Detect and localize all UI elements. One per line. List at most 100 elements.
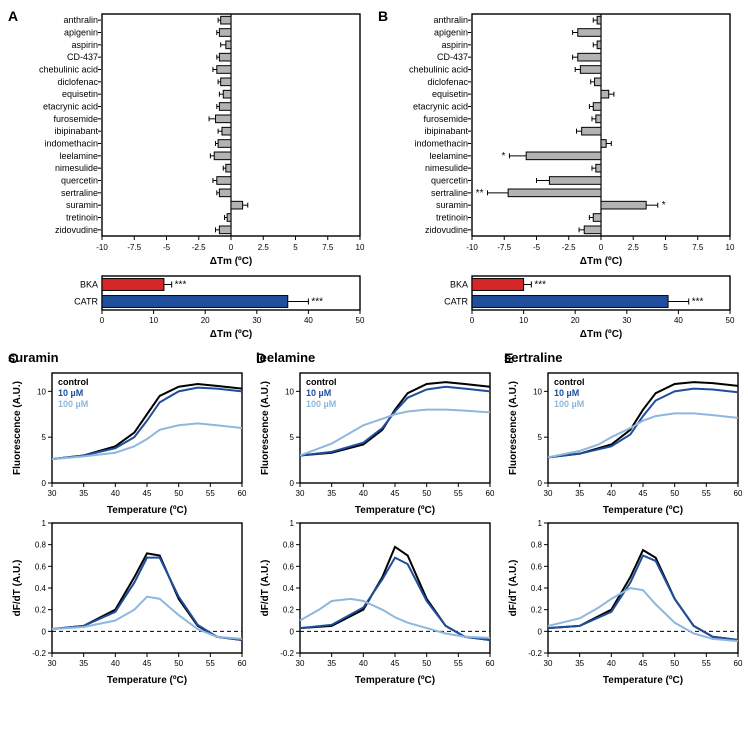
svg-text:etacrynic acid: etacrynic acid — [43, 102, 98, 112]
svg-text:0: 0 — [599, 243, 604, 252]
panel-c-deriv: 30354045505560-0.200.20.40.60.81Temperat… — [8, 517, 248, 687]
svg-text:-7.5: -7.5 — [497, 243, 511, 252]
svg-text:60: 60 — [486, 659, 495, 668]
svg-text:20: 20 — [571, 316, 580, 325]
svg-text:dF/dT (A.U.): dF/dT (A.U.) — [508, 560, 519, 617]
svg-text:10: 10 — [149, 316, 158, 325]
svg-text:50: 50 — [422, 659, 431, 668]
svg-text:aspirin: aspirin — [441, 40, 468, 50]
svg-text:Temperature (ºC): Temperature (ºC) — [107, 675, 187, 686]
svg-text:45: 45 — [391, 659, 400, 668]
svg-text:tretinoin: tretinoin — [436, 213, 468, 223]
svg-text:0: 0 — [538, 479, 543, 488]
svg-text:dF/dT (A.U.): dF/dT (A.U.) — [12, 560, 23, 617]
svg-text:0: 0 — [290, 479, 295, 488]
svg-text:30: 30 — [48, 489, 57, 498]
svg-text:7.5: 7.5 — [692, 243, 704, 252]
svg-text:2.5: 2.5 — [628, 243, 640, 252]
svg-text:0.6: 0.6 — [283, 562, 295, 571]
svg-text:BKA: BKA — [450, 280, 468, 290]
svg-text:**: ** — [476, 188, 484, 199]
svg-text:-7.5: -7.5 — [127, 243, 141, 252]
svg-text:10: 10 — [519, 316, 528, 325]
svg-text:30: 30 — [544, 659, 553, 668]
svg-text:0: 0 — [229, 243, 234, 252]
svg-text:-5: -5 — [163, 243, 171, 252]
svg-text:40: 40 — [304, 316, 313, 325]
svg-text:35: 35 — [575, 659, 584, 668]
svg-text:0.4: 0.4 — [283, 584, 295, 593]
svg-text:5: 5 — [42, 433, 47, 442]
bottom-row: C suramin 303540455055600510Temperature … — [8, 350, 740, 687]
svg-text:-5: -5 — [533, 243, 541, 252]
svg-text:45: 45 — [143, 489, 152, 498]
svg-text:CD-437: CD-437 — [67, 52, 98, 62]
svg-text:60: 60 — [238, 489, 247, 498]
svg-text:control: control — [306, 377, 337, 387]
svg-text:dF/dT (A.U.): dF/dT (A.U.) — [260, 560, 271, 617]
panel-b-label: B — [378, 8, 388, 24]
svg-text:Fluorescence (A.U.): Fluorescence (A.U.) — [508, 381, 519, 475]
panel-a-label: A — [8, 8, 18, 24]
svg-text:equisetin: equisetin — [432, 89, 468, 99]
svg-text:0.4: 0.4 — [35, 584, 47, 593]
svg-text:CATR: CATR — [74, 297, 98, 307]
svg-text:1: 1 — [538, 519, 543, 528]
panel-e-title: sertraline — [504, 350, 744, 365]
svg-text:tretinoin: tretinoin — [66, 213, 98, 223]
svg-text:40: 40 — [111, 659, 120, 668]
controls-row: 01020304050ΔTm (ºC)BKA***CATR*** 0102030… — [8, 272, 740, 340]
svg-text:-2.5: -2.5 — [562, 243, 576, 252]
svg-text:Temperature (ºC): Temperature (ºC) — [107, 505, 187, 516]
svg-text:diclofenac: diclofenac — [57, 77, 98, 87]
svg-text:*: * — [662, 200, 666, 211]
svg-text:40: 40 — [111, 489, 120, 498]
svg-text:leelamine: leelamine — [429, 151, 468, 161]
panel-e-fluor: 303540455055600510Temperature (ºC)Fluore… — [504, 367, 744, 517]
svg-text:0.2: 0.2 — [283, 606, 295, 615]
svg-text:45: 45 — [391, 489, 400, 498]
svg-text:BKA: BKA — [80, 280, 98, 290]
svg-text:35: 35 — [327, 489, 336, 498]
svg-text:45: 45 — [639, 489, 648, 498]
svg-text:1: 1 — [290, 519, 295, 528]
svg-text:CD-437: CD-437 — [437, 52, 468, 62]
svg-text:0.8: 0.8 — [35, 541, 47, 550]
svg-text:0.8: 0.8 — [531, 541, 543, 550]
svg-text:furosemide: furosemide — [423, 114, 468, 124]
svg-text:zidovudine: zidovudine — [55, 225, 98, 235]
svg-text:furosemide: furosemide — [53, 114, 98, 124]
top-row: A -10-7.5-5-2.502.557.510ΔTm (ºC)anthral… — [8, 8, 740, 268]
svg-text:45: 45 — [639, 659, 648, 668]
svg-text:ibipinabant: ibipinabant — [54, 126, 98, 136]
svg-text:0: 0 — [290, 627, 295, 636]
svg-text:35: 35 — [327, 659, 336, 668]
svg-text:30: 30 — [48, 659, 57, 668]
svg-text:apigenin: apigenin — [64, 28, 98, 38]
svg-text:***: *** — [311, 297, 323, 308]
svg-text:0.2: 0.2 — [531, 606, 543, 615]
svg-text:quercetin: quercetin — [61, 176, 98, 186]
svg-text:indomethacin: indomethacin — [44, 139, 98, 149]
svg-text:Temperature (ºC): Temperature (ºC) — [355, 505, 435, 516]
svg-text:100 µM: 100 µM — [58, 399, 88, 409]
panel-c-title: suramin — [8, 350, 248, 365]
svg-text:10: 10 — [726, 243, 735, 252]
svg-text:0.4: 0.4 — [531, 584, 543, 593]
svg-text:leelamine: leelamine — [59, 151, 98, 161]
svg-text:55: 55 — [454, 659, 463, 668]
svg-text:control: control — [554, 377, 585, 387]
svg-text:Fluorescence (A.U.): Fluorescence (A.U.) — [12, 381, 23, 475]
svg-text:***: *** — [175, 280, 187, 291]
panel-d-title: leelamine — [256, 350, 496, 365]
svg-text:anthralin: anthralin — [433, 15, 468, 25]
panel-e-label: E — [504, 350, 513, 366]
svg-text:0: 0 — [470, 316, 475, 325]
svg-text:100 µM: 100 µM — [554, 399, 584, 409]
svg-text:55: 55 — [206, 489, 215, 498]
svg-text:30: 30 — [544, 489, 553, 498]
svg-text:CATR: CATR — [444, 297, 468, 307]
panel-c-label: C — [8, 350, 18, 366]
svg-text:0: 0 — [100, 316, 105, 325]
svg-text:equisetin: equisetin — [62, 89, 98, 99]
